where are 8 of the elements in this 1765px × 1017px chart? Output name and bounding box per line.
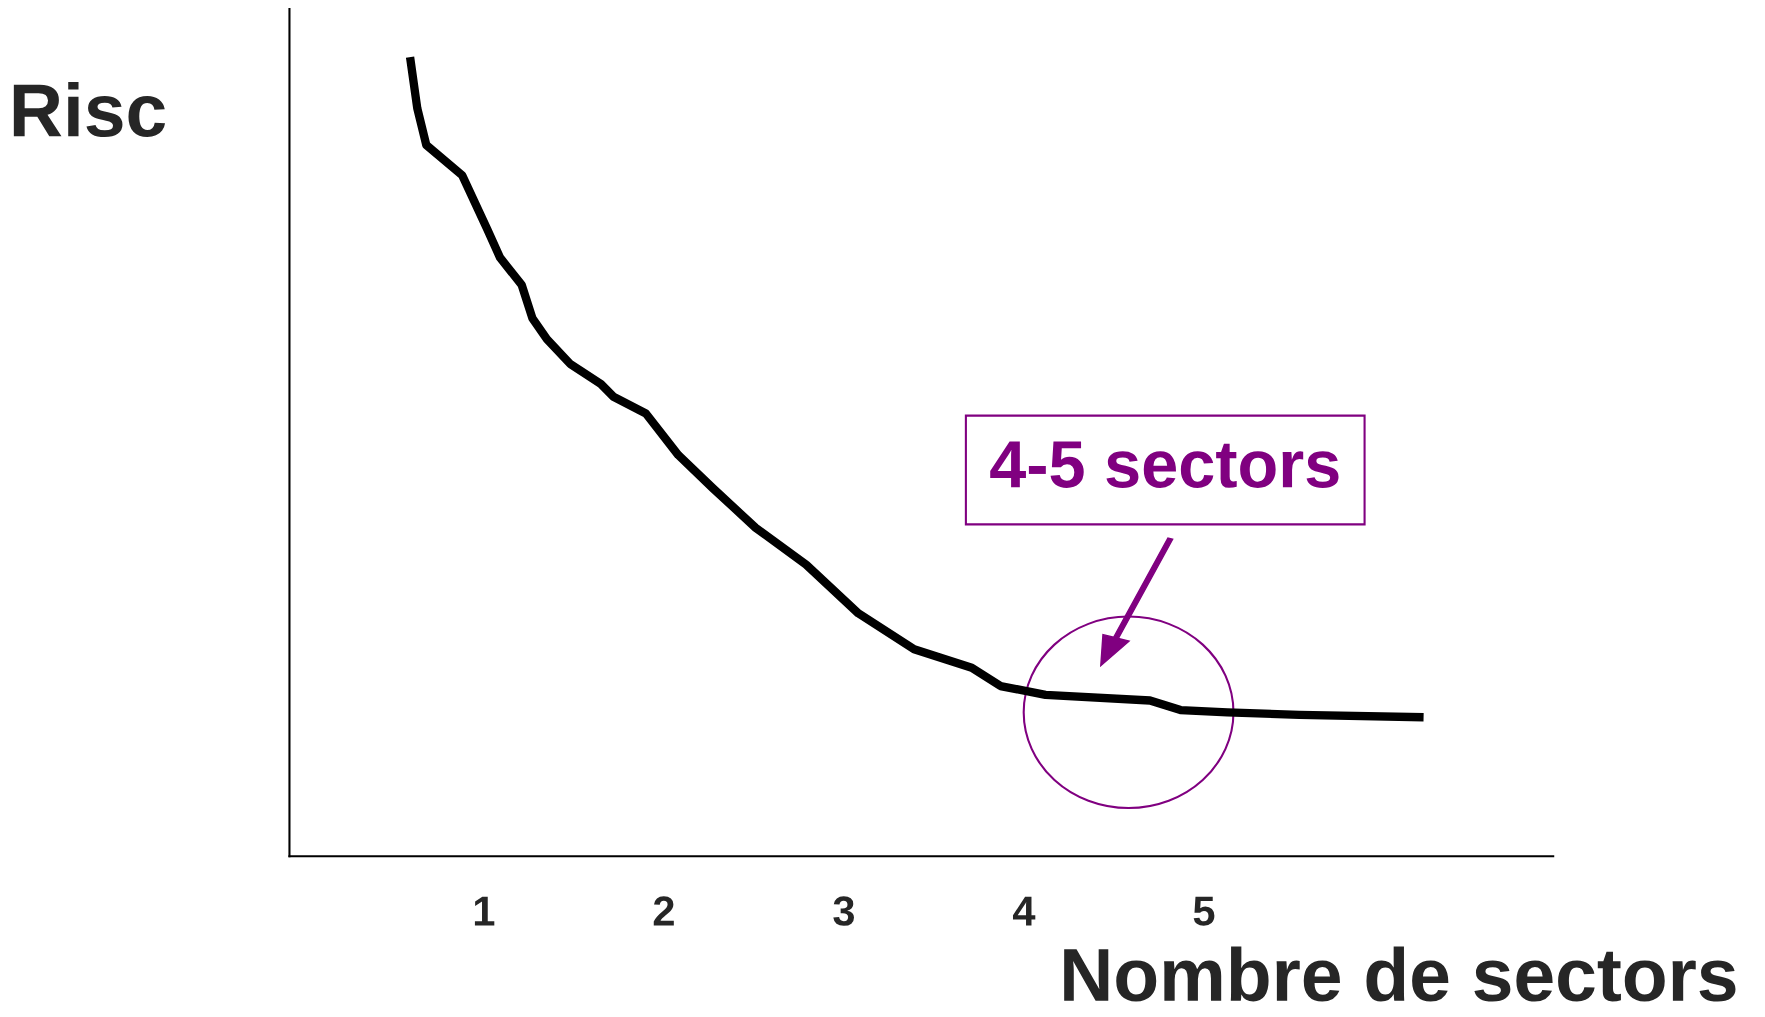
x-tick-label: 2 <box>653 896 674 926</box>
y-axis-title: Risc <box>13 82 166 138</box>
x-tick-label: 3 <box>833 896 854 926</box>
x-tick-label: 4 <box>1012 896 1036 926</box>
x-tick-label: 1 <box>474 896 495 926</box>
x-axis-title: Nombre de sectors <box>1064 946 1736 1002</box>
x-tick-label: 5 <box>1193 896 1215 926</box>
annotation: 4-5 sectors <box>990 441 1339 488</box>
